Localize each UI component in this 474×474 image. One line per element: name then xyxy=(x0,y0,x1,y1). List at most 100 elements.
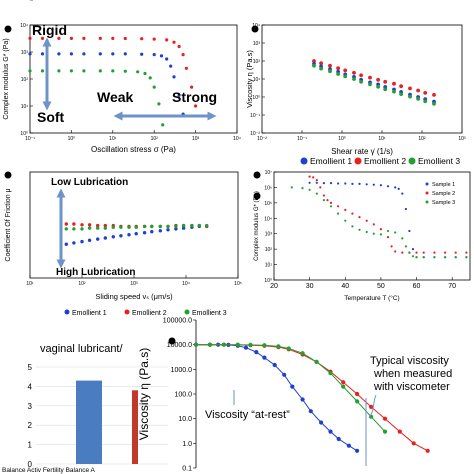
data-point xyxy=(401,237,404,240)
x-tick-label: 10¹ xyxy=(378,136,386,142)
data-point xyxy=(359,73,363,78)
legend-marker xyxy=(64,309,70,315)
low-lubrication-label: Low Lubrication xyxy=(51,177,128,188)
data-point xyxy=(96,237,100,241)
data-point xyxy=(166,228,170,232)
data-point xyxy=(64,227,69,231)
data-point xyxy=(411,441,416,446)
high-lubrication-label: High Lubrication xyxy=(56,267,135,278)
legend-label: Sample 1 xyxy=(432,182,455,188)
data-point xyxy=(308,175,311,178)
legend-label: Sample 3 xyxy=(432,200,455,206)
data-point xyxy=(351,182,354,185)
data-point xyxy=(148,76,152,80)
y-tick-label: 0.1 xyxy=(182,466,192,473)
panel-temperature: 20 30 40 50 60 70 10⁰ 10¹ 10² 10³ 10⁴ 10⁵ 10⁶ 10⁷ Samp… xyxy=(254,170,471,302)
y-tick-label: 100.0 xyxy=(174,392,192,399)
y-tick-label: 10² xyxy=(253,59,261,65)
y-tick-label: 10³ xyxy=(265,232,273,238)
y-tick-label: 1.0 xyxy=(182,441,192,448)
data-point xyxy=(98,52,102,56)
data-point xyxy=(314,359,319,364)
data-point xyxy=(103,236,108,240)
data-point xyxy=(344,219,347,222)
legend-marker xyxy=(124,309,130,315)
x-tick-label: 10⁻¹ xyxy=(297,136,307,142)
y-tick-label: 10¹ xyxy=(21,104,29,110)
data-point xyxy=(136,70,140,74)
data-point xyxy=(337,182,340,185)
typical-viscosity-line2: when measured xyxy=(373,368,452,380)
legend-marker-emollient-3 xyxy=(408,157,416,165)
data-point xyxy=(57,69,61,73)
panel-bullet xyxy=(251,25,259,33)
bar xyxy=(132,390,138,464)
data-point xyxy=(235,342,240,347)
data-point xyxy=(69,69,73,73)
y-tick-label: 10⁴ xyxy=(20,23,28,29)
bar-category-labels: Balance Activ Fertility Balance A xyxy=(2,467,96,474)
data-point xyxy=(194,104,198,108)
bar-chart-title: vaginal lubricant/ xyxy=(40,343,123,355)
data-point xyxy=(140,37,144,41)
emollient-legend-top: Emollient 1 Emollient 2 Emollient 3 xyxy=(300,156,460,166)
data-point xyxy=(322,194,325,197)
data-point xyxy=(98,36,102,41)
y-axis-label: Complex modulus G* (Pa) xyxy=(3,38,10,119)
y-tick-label: 10³ xyxy=(253,41,261,47)
data-point xyxy=(465,251,468,254)
data-point xyxy=(248,342,253,347)
data-point xyxy=(328,429,333,434)
data-point xyxy=(444,251,447,254)
panel-viscosity: 100000.0 10000.0 1000.0 100.0 10.0 1.0 0.1 Visc… xyxy=(137,318,430,473)
data-point xyxy=(28,52,32,56)
data-point xyxy=(177,44,181,49)
data-point xyxy=(358,216,361,219)
data-point xyxy=(150,224,154,229)
data-point xyxy=(243,345,249,350)
data-point xyxy=(300,397,305,402)
x-axis-label: Sliding speed vₛ (μm/s) xyxy=(95,292,173,301)
x-tick-label: 50 xyxy=(377,283,385,290)
legend-label: Emollient 1 xyxy=(72,310,107,317)
data-point xyxy=(376,84,380,89)
x-tick-label: 60 xyxy=(413,283,421,290)
data-point xyxy=(376,77,380,82)
data-point xyxy=(415,256,418,259)
data-point xyxy=(28,69,32,73)
data-point xyxy=(433,251,436,254)
data-point xyxy=(123,52,127,56)
data-point xyxy=(82,69,86,73)
data-point xyxy=(411,255,415,258)
panel-bullet xyxy=(168,337,176,345)
data-point xyxy=(72,222,76,226)
data-point xyxy=(301,187,304,190)
data-point xyxy=(343,68,348,73)
data-point xyxy=(386,236,390,239)
x-tick-label: 20 xyxy=(270,283,278,290)
typical-viscosity-line3: with viscometer xyxy=(373,381,450,393)
y-tick-label: 10⁵ xyxy=(264,201,272,207)
data-point xyxy=(69,52,73,56)
data-point xyxy=(408,251,411,254)
data-point xyxy=(87,238,92,242)
y-tick-label: 10.0 xyxy=(178,416,192,423)
data-point xyxy=(401,192,404,195)
legend-label-emollient-1: Emollient 1 xyxy=(310,156,352,166)
legend-label: Sample 2 xyxy=(432,191,455,197)
data-point xyxy=(315,181,318,184)
data-point xyxy=(169,64,173,68)
data-point xyxy=(355,399,360,404)
data-point xyxy=(161,123,165,127)
data-point xyxy=(341,384,346,389)
data-point xyxy=(454,256,457,259)
data-point xyxy=(64,222,69,226)
data-point xyxy=(172,75,176,79)
data-point xyxy=(315,192,318,195)
panel-bullet xyxy=(253,171,261,179)
data-point xyxy=(174,224,178,229)
data-point xyxy=(190,85,194,89)
data-point xyxy=(399,84,403,89)
y-tick-label: 1000.0 xyxy=(171,367,193,374)
data-point xyxy=(157,102,161,106)
